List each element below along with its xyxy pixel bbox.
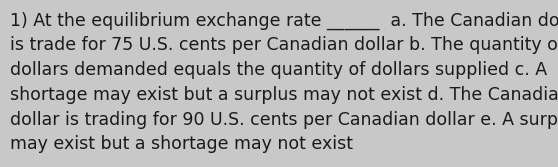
Text: dollar is trading for 90 U.S. cents per Canadian dollar e. A surplus: dollar is trading for 90 U.S. cents per … (10, 111, 558, 129)
Text: may exist but a shortage may not exist: may exist but a shortage may not exist (10, 135, 353, 153)
Text: 1) At the equilibrium exchange rate ______  a. The Canadian dollar: 1) At the equilibrium exchange rate ____… (10, 12, 558, 30)
Text: is trade for 75 U.S. cents per Canadian dollar b. The quantity of: is trade for 75 U.S. cents per Canadian … (10, 36, 558, 54)
Text: shortage may exist but a surplus may not exist d. The Canadian: shortage may exist but a surplus may not… (10, 86, 558, 104)
Text: dollars demanded equals the quantity of dollars supplied c. A: dollars demanded equals the quantity of … (10, 61, 547, 79)
